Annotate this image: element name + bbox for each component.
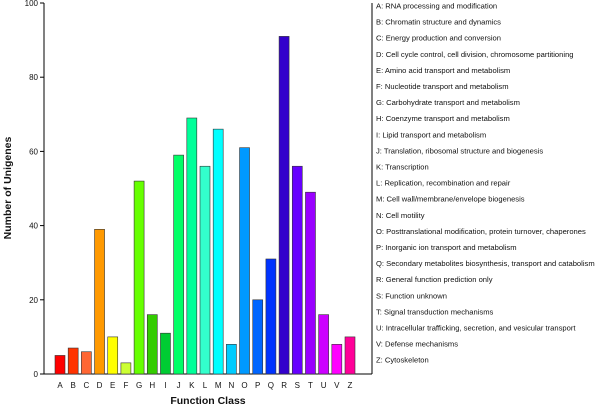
x-tick-label: J (177, 381, 181, 390)
x-tick-label: U (321, 381, 327, 390)
legend-entry: N: Cell motility (376, 211, 425, 220)
legend-entry: K: Transcription (376, 163, 429, 172)
legend-entry: U: Intracellular trafficking, secretion,… (376, 324, 576, 333)
bar-k (186, 117, 198, 375)
x-tick-label: B (71, 381, 76, 390)
legend-entry: M: Cell wall/membrane/envelope biogenesi… (376, 195, 525, 204)
x-tick-label: R (281, 381, 287, 390)
x-axis-title: Function Class (170, 395, 245, 407)
legend-entry: P: Inorganic ion transport and metabolis… (376, 243, 517, 252)
legend-entry: O: Posttranslational modification, prote… (376, 227, 586, 236)
x-tick-label: O (241, 381, 247, 390)
bar-v (331, 344, 343, 375)
x-tick-label: V (334, 381, 340, 390)
y-tick-label: 100 (25, 0, 39, 8)
bar-u (318, 314, 329, 375)
x-tick-label: C (83, 381, 89, 390)
x-tick-label: G (136, 381, 142, 390)
legend-entry: B: Chromatin structure and dynamics (376, 18, 501, 27)
bar-r (278, 36, 290, 375)
bar-f (120, 362, 132, 375)
bar-p (252, 299, 264, 375)
legend-entry: J: Translation, ribosomal structure and … (376, 146, 543, 155)
bar-m (212, 128, 224, 375)
legend-entry: E: Amino acid transport and metabolism (376, 66, 510, 75)
bar-i (160, 332, 171, 375)
x-tick-label: H (149, 381, 155, 390)
bar-a (54, 355, 66, 375)
legend-entry: H: Coenzyme transport and metabolism (376, 114, 510, 123)
x-tick-label: E (110, 381, 115, 390)
x-tick-label: S (295, 381, 300, 390)
bar-b (67, 347, 79, 375)
legend-entry: L: Replication, recombination and repair (376, 179, 511, 188)
y-axis-ticks: 0 20 40 60 80 100 (25, 0, 44, 379)
x-tick-label: T (308, 381, 313, 390)
y-tick-label: 0 (34, 370, 39, 379)
bar-h (146, 314, 158, 375)
legend-entry: S: Function unknown (376, 291, 447, 300)
bar-n (226, 344, 237, 375)
bar-l (199, 165, 211, 375)
x-tick-label: Z (348, 381, 353, 390)
bar-z (344, 336, 356, 375)
y-tick-label: 20 (29, 296, 38, 305)
legend-entry: T: Signal transduction mechanisms (376, 307, 494, 316)
x-tick-label: D (97, 381, 103, 390)
x-tick-label: F (123, 381, 128, 390)
y-axis-title: Number of Unigenes (2, 137, 14, 240)
bar-j (173, 154, 184, 375)
x-tick-label: M (215, 381, 222, 390)
legend: A: RNA processing and modification B: Chr… (376, 2, 595, 365)
legend-entry: Q: Secondary metabolites biosynthesis, t… (376, 259, 595, 268)
x-tick-label: A (57, 381, 63, 390)
y-tick-label: 60 (29, 147, 38, 156)
bar-o (239, 147, 250, 375)
legend-entry: F: Nucleotide transport and metabolism (376, 82, 509, 91)
legend-entry: R: General function prediction only (376, 275, 493, 284)
bar-e (107, 336, 119, 375)
legend-entry: G: Carbohydrate transport and metabolism (376, 98, 520, 107)
x-tick-label: L (203, 381, 208, 390)
bar-d (94, 229, 105, 375)
legend-entry: D: Cell cycle control, cell division, ch… (376, 50, 574, 59)
x-tick-label: I (164, 381, 166, 390)
x-tick-label: N (228, 381, 234, 390)
x-tick-label: K (189, 381, 195, 390)
legend-entry: Z: Cytoskeleton (376, 356, 429, 365)
bar-g (133, 180, 145, 375)
bar-t (305, 191, 316, 375)
y-tick-label: 40 (29, 222, 38, 231)
legend-entry: V: Defense mechanisms (376, 340, 458, 349)
bar-s (291, 165, 303, 375)
x-tick-label: P (255, 381, 260, 390)
x-tick-label: Q (268, 381, 274, 390)
y-tick-label: 80 (29, 73, 38, 82)
bar-c (81, 351, 92, 375)
legend-entry: A: RNA processing and modification (376, 2, 497, 11)
legend-entry: I: Lipid transport and metabolism (376, 130, 486, 139)
bar-q (265, 258, 277, 375)
legend-entry: C: Energy production and conversion (376, 34, 501, 43)
bars-group (54, 36, 356, 375)
